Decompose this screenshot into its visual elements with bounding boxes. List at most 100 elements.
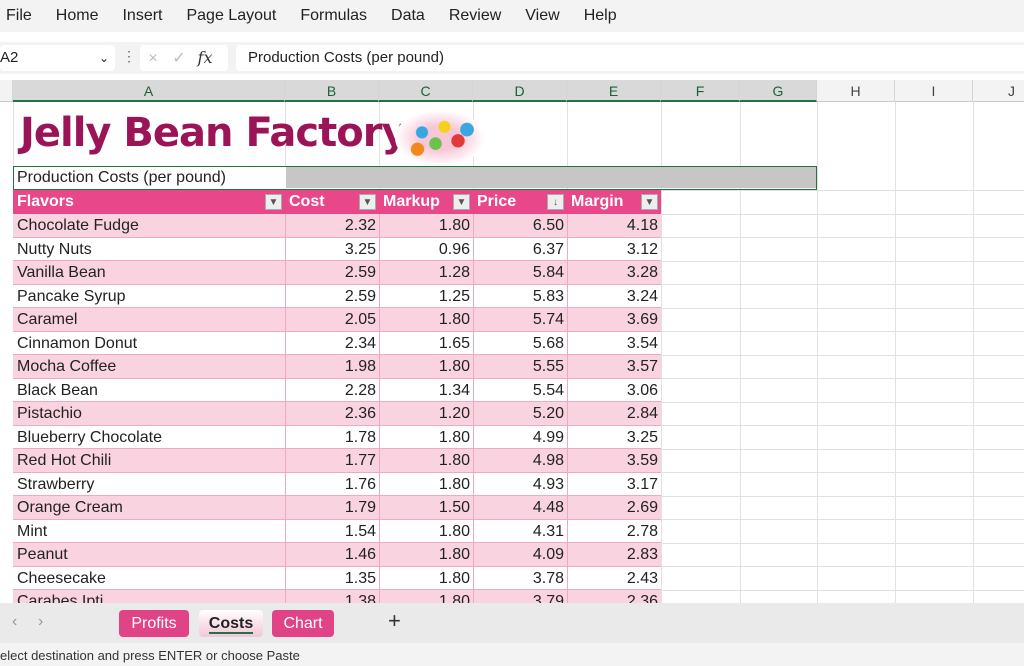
margin-cell[interactable]: 3.57	[567, 355, 661, 378]
flavor-cell[interactable]: Strawberry	[17, 475, 95, 493]
col-header-e[interactable]: E	[567, 80, 661, 102]
spreadsheet-grid[interactable]: Jelly Bean Factory Production Costs (per…	[0, 102, 1024, 603]
markup-cell[interactable]: 1.65	[379, 331, 473, 354]
price-cell[interactable]: 4.99	[473, 425, 567, 448]
flavor-cell[interactable]: Black Bean	[17, 381, 98, 399]
enter-icon[interactable]: ✓	[172, 50, 186, 67]
margin-cell[interactable]: 3.06	[567, 378, 661, 401]
cost-cell[interactable]: 1.76	[285, 472, 379, 495]
price-cell[interactable]: 5.83	[473, 284, 567, 307]
markup-cell[interactable]: 1.28	[379, 261, 473, 284]
markup-cell[interactable]: 1.80	[379, 472, 473, 495]
more-icon[interactable]: ⋮	[122, 48, 136, 64]
cost-cell[interactable]: 1.79	[285, 496, 379, 519]
cost-cell[interactable]: 2.28	[285, 378, 379, 401]
cost-cell[interactable]: 1.98	[285, 355, 379, 378]
menu-data[interactable]: Data	[391, 7, 425, 24]
selected-range-a2[interactable]: Production Costs (per pound)	[13, 166, 817, 190]
cancel-icon[interactable]: ×	[148, 50, 158, 67]
markup-cell[interactable]: 1.80	[379, 519, 473, 542]
col-header-b[interactable]: B	[285, 80, 379, 102]
cost-cell[interactable]: 2.59	[285, 261, 379, 284]
price-cell[interactable]: 6.50	[473, 214, 567, 237]
menu-insert[interactable]: Insert	[122, 7, 163, 24]
markup-cell[interactable]: 1.80	[379, 566, 473, 589]
markup-cell[interactable]: 1.80	[379, 425, 473, 448]
markup-cell[interactable]: 1.80	[379, 590, 473, 603]
price-cell[interactable]: 3.79	[473, 590, 567, 603]
margin-cell[interactable]: 3.59	[567, 449, 661, 472]
margin-cell[interactable]: 3.12	[567, 237, 661, 260]
tab-profits[interactable]: Profits	[119, 610, 189, 637]
menu-file[interactable]: File	[6, 7, 32, 24]
margin-cell[interactable]: 2.78	[567, 519, 661, 542]
markup-cell[interactable]: 1.80	[379, 355, 473, 378]
menu-page-layout[interactable]: Page Layout	[186, 7, 277, 24]
flavor-cell[interactable]: Mint	[17, 522, 48, 540]
price-cell[interactable]: 6.37	[473, 237, 567, 260]
markup-cell[interactable]: 1.80	[379, 449, 473, 472]
markup-cell[interactable]: 1.34	[379, 378, 473, 401]
price-cell[interactable]: 4.48	[473, 496, 567, 519]
filter-dropdown-icon[interactable]: ▼	[359, 194, 376, 210]
cost-cell[interactable]: 1.46	[285, 543, 379, 566]
flavor-cell[interactable]: Nutty Nuts	[17, 240, 92, 258]
flavor-cell[interactable]: Pancake Syrup	[17, 287, 126, 305]
col-header-g[interactable]: G	[740, 80, 817, 102]
price-cell[interactable]: 5.74	[473, 308, 567, 331]
price-cell[interactable]: 4.98	[473, 449, 567, 472]
filter-dropdown-icon[interactable]: ▼	[265, 194, 282, 210]
margin-cell[interactable]: 3.28	[567, 261, 661, 284]
flavor-cell[interactable]: Carabes Ipti	[17, 593, 104, 603]
col-header-c[interactable]: C	[379, 80, 473, 102]
markup-cell[interactable]: 1.80	[379, 214, 473, 237]
prev-sheet-icon[interactable]: ‹	[12, 613, 18, 630]
cost-cell[interactable]: 3.25	[285, 237, 379, 260]
col-header-a[interactable]: A	[13, 80, 285, 102]
price-cell[interactable]: 5.84	[473, 261, 567, 284]
cost-cell[interactable]: 2.36	[285, 402, 379, 425]
price-cell[interactable]: 5.68	[473, 331, 567, 354]
flavor-cell[interactable]: Pistachio	[17, 405, 82, 422]
flavor-cell[interactable]: Cinnamon Donut	[17, 334, 138, 352]
margin-cell[interactable]: 3.17	[567, 472, 661, 495]
markup-cell[interactable]: 1.80	[379, 543, 473, 566]
price-cell[interactable]: 5.54	[473, 378, 567, 401]
flavor-cell[interactable]: Caramel	[17, 311, 78, 328]
margin-cell[interactable]: 2.69	[567, 496, 661, 519]
price-cell[interactable]: 4.09	[473, 543, 567, 566]
cost-cell[interactable]: 1.38	[285, 590, 379, 603]
flavor-cell[interactable]: Mocha Coffee	[17, 358, 117, 375]
menu-view[interactable]: View	[525, 7, 560, 24]
markup-cell[interactable]: 1.50	[379, 496, 473, 519]
menu-formulas[interactable]: Formulas	[300, 7, 368, 24]
col-header-i[interactable]: I	[895, 80, 973, 102]
filter-dropdown-icon[interactable]: ▼	[453, 194, 470, 210]
tab-costs[interactable]: Costs	[199, 610, 263, 637]
margin-cell[interactable]: 3.25	[567, 425, 661, 448]
cost-cell[interactable]: 1.78	[285, 425, 379, 448]
price-cell[interactable]: 4.93	[473, 472, 567, 495]
price-cell[interactable]: 4.31	[473, 519, 567, 542]
margin-cell[interactable]: 3.54	[567, 331, 661, 354]
margin-cell[interactable]: 2.36	[567, 590, 661, 603]
menu-review[interactable]: Review	[448, 7, 502, 24]
add-sheet-button[interactable]: +	[388, 608, 401, 633]
cost-cell[interactable]: 1.54	[285, 519, 379, 542]
col-header-j[interactable]: J	[973, 80, 1024, 102]
col-header-d[interactable]: D	[473, 80, 567, 102]
cost-cell[interactable]: 1.35	[285, 566, 379, 589]
flavor-cell[interactable]: Vanilla Bean	[17, 264, 106, 281]
margin-cell[interactable]: 2.84	[567, 402, 661, 425]
insert-function-icon[interactable]: fx	[197, 48, 213, 67]
margin-cell[interactable]: 2.83	[567, 543, 661, 566]
menu-help[interactable]: Help	[583, 7, 617, 24]
filter-dropdown-icon[interactable]: ▼	[641, 194, 658, 210]
cost-cell[interactable]: 2.05	[285, 308, 379, 331]
margin-cell[interactable]: 3.24	[567, 284, 661, 307]
price-cell[interactable]: 3.78	[473, 566, 567, 589]
price-cell[interactable]: 5.20	[473, 402, 567, 425]
margin-cell[interactable]: 4.18	[567, 214, 661, 237]
menu-home[interactable]: Home	[55, 7, 99, 24]
markup-cell[interactable]: 1.80	[379, 308, 473, 331]
